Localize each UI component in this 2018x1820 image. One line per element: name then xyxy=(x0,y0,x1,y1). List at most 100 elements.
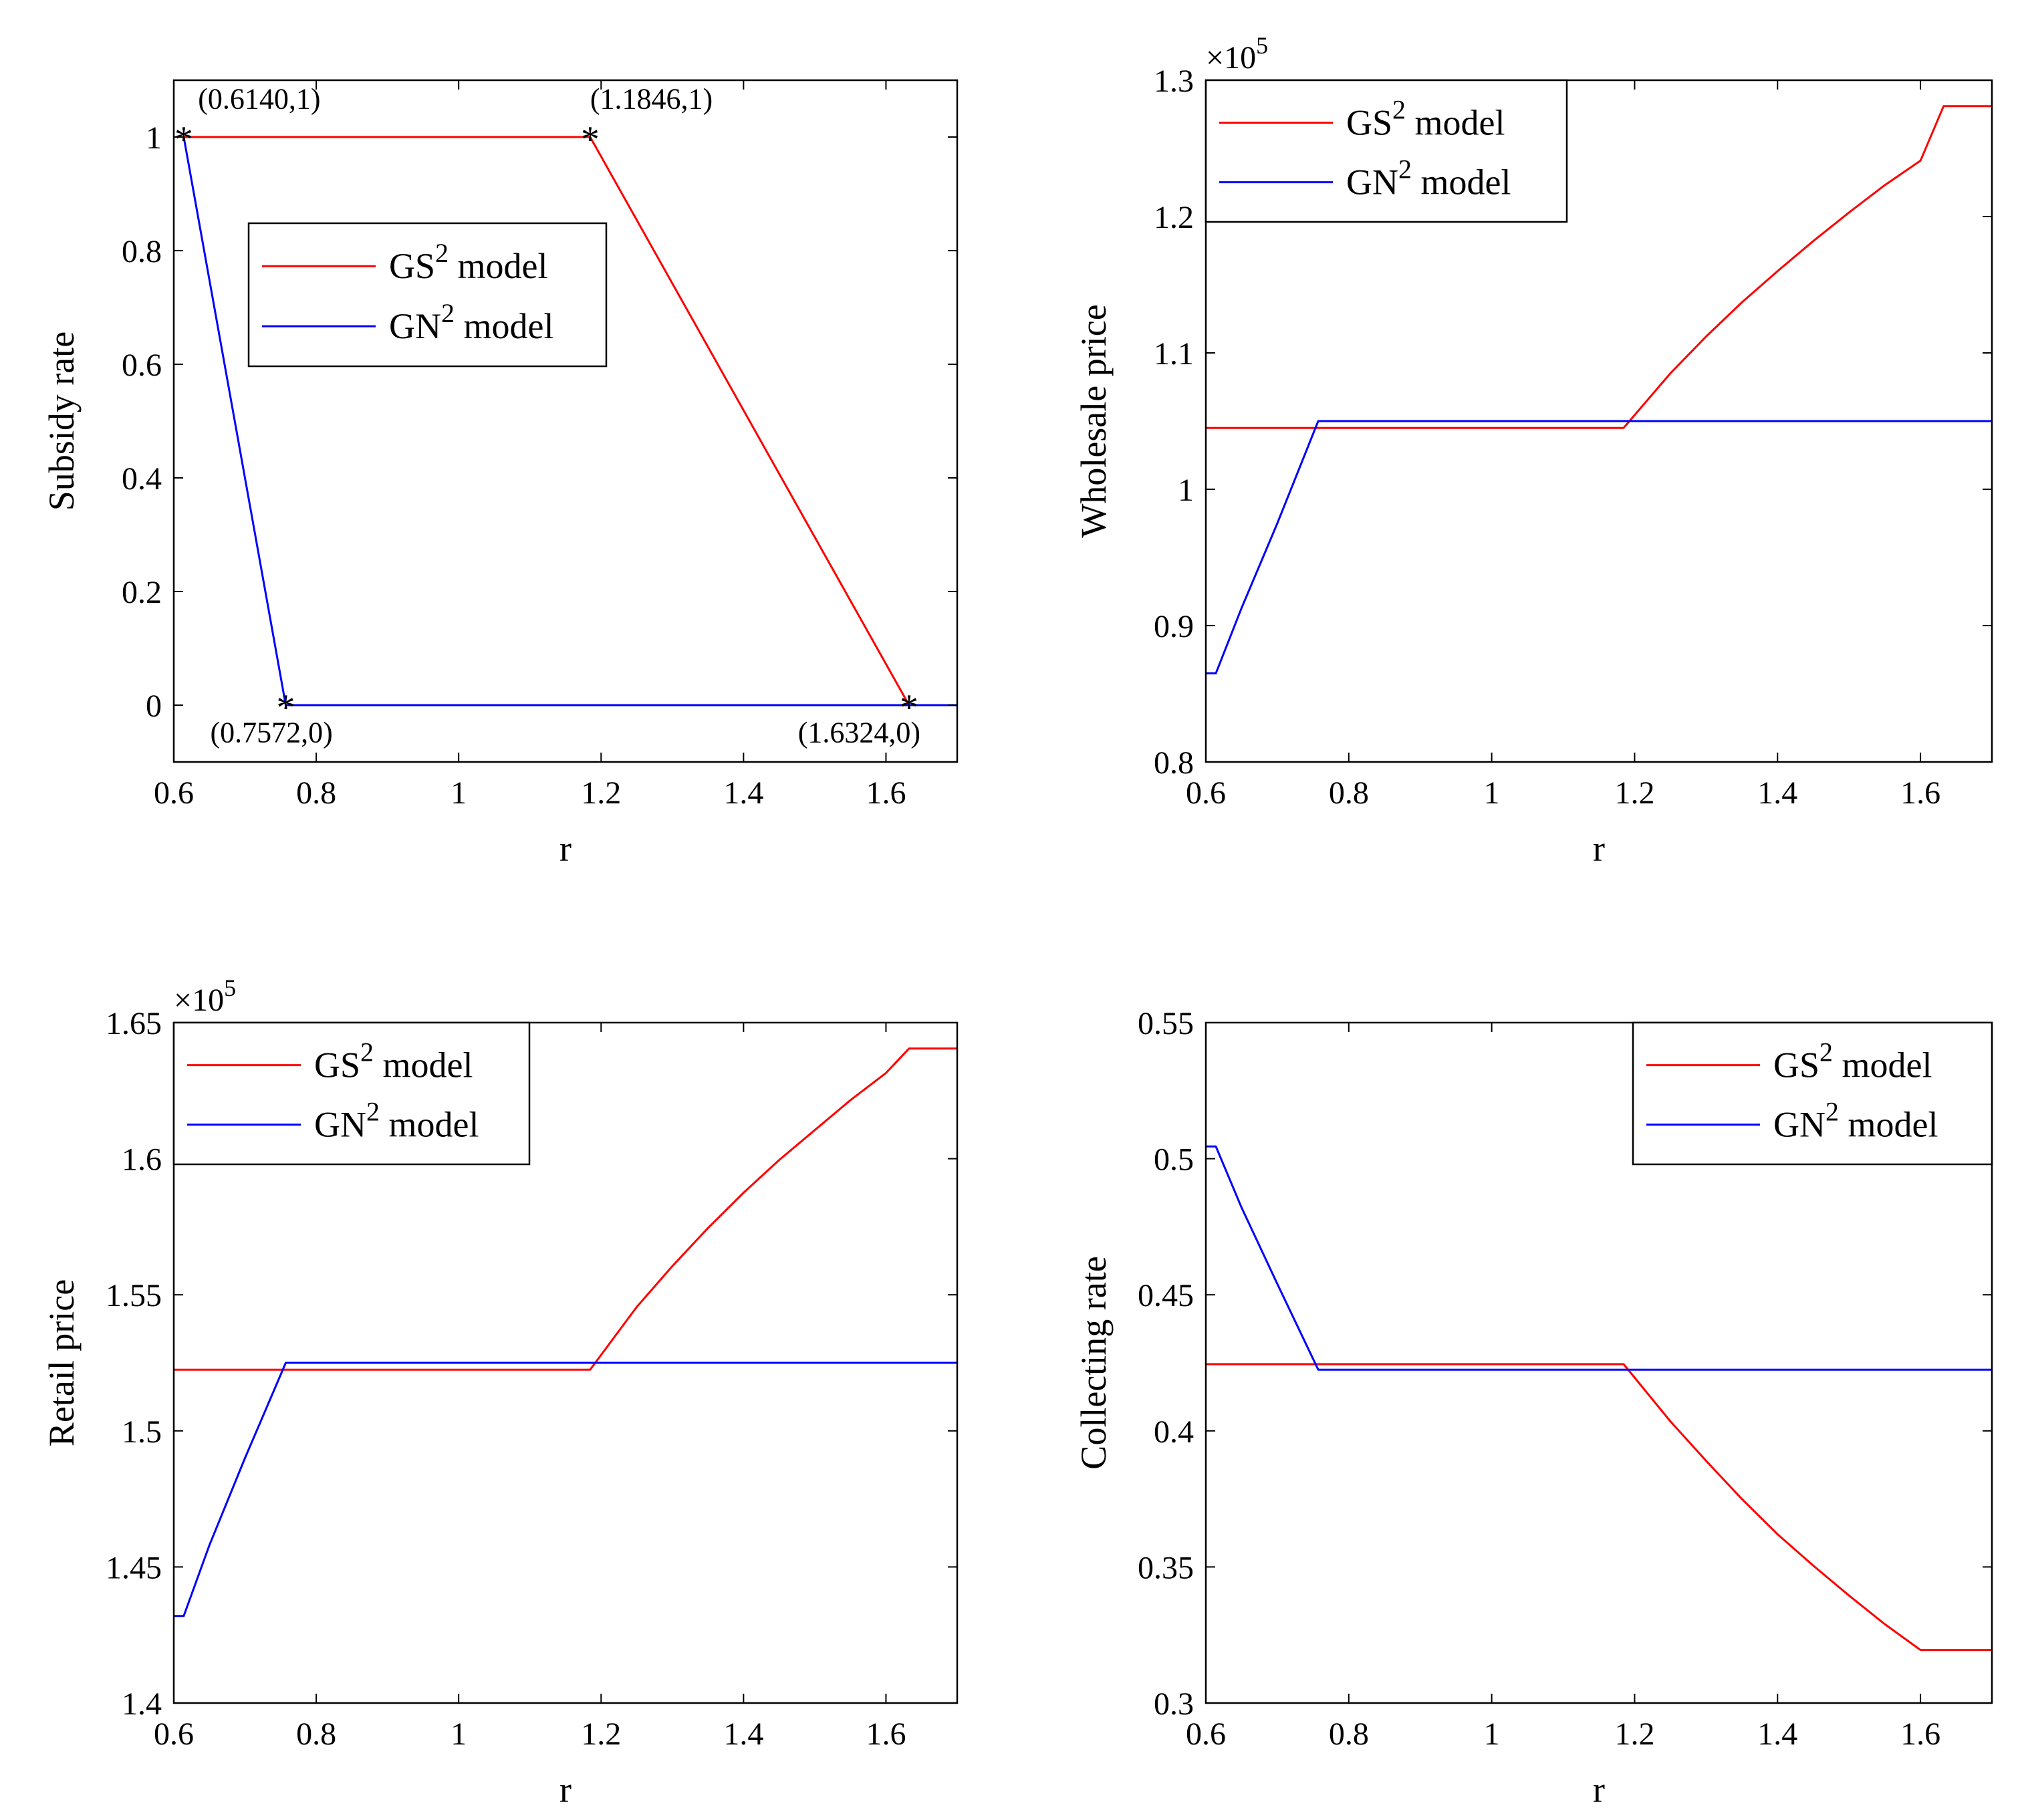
x-tick-label: 1.2 xyxy=(581,775,621,811)
legend-box xyxy=(1205,79,1568,223)
point-annotation: (1.1846,1) xyxy=(590,83,713,116)
legend-label-sup: 2 xyxy=(1819,1037,1833,1067)
axes-box xyxy=(1205,1021,1993,1704)
x-tick-label: 1.4 xyxy=(723,1716,763,1752)
axis-multiplier-exponent: 5 xyxy=(1256,32,1268,59)
legend-label-base: GS xyxy=(1346,103,1392,143)
x-tick-label: 0.6 xyxy=(154,775,194,811)
x-tick-label: 1.6 xyxy=(866,775,906,811)
y-axis-label: Collecting rate xyxy=(1074,1256,1114,1469)
legend-label-gn2: GN2 model xyxy=(389,298,553,346)
legend-label-sup: 2 xyxy=(435,238,449,268)
legend-label-gs2: GS2 model xyxy=(389,238,548,286)
legend-label-rest: model xyxy=(455,306,553,346)
x-axis-label: r xyxy=(1593,829,1605,869)
wholesale-price-chart: 0.6 0.8 1 1.2 1.4 1.60.80.911.11.21.3rWholesa… xyxy=(1074,32,1993,869)
legend-box xyxy=(247,222,608,368)
collecting-rate-chart: 0.6 0.8 1 1.2 1.4 1.6 0.3 0.35 0.4 0.45 0.5 0.55 r Co… xyxy=(1074,1006,1993,1810)
x-axis-label: r xyxy=(559,829,572,869)
legend-label-base: GN xyxy=(314,1105,366,1145)
plot-area xyxy=(174,80,957,762)
legend-label-sup: 2 xyxy=(441,298,455,328)
y-tick-label: 1.2 xyxy=(1154,200,1194,235)
subsidy-rate-chart: *(0.6140,1)*(1.1846,1)*(0.7572,0)*(1.632… xyxy=(41,79,959,869)
legend-label-sup: 2 xyxy=(366,1097,380,1127)
y-tick-label: 1.3 xyxy=(1154,63,1194,99)
legend-label-rest: model xyxy=(1406,103,1505,143)
y-tick-label: 0.8 xyxy=(1154,745,1194,781)
y-tick-label: 0.6 xyxy=(122,348,162,383)
x-axis-label: r xyxy=(559,1770,572,1810)
legend-label-sup: 2 xyxy=(1392,95,1406,125)
axes-box xyxy=(172,79,959,763)
x-tick-label: 0.6 xyxy=(1186,1716,1226,1752)
y-tick-label: 1.65 xyxy=(106,1006,162,1041)
legend-label-base: GS xyxy=(1773,1045,1819,1085)
point-annotation: (0.6140,1) xyxy=(198,83,320,116)
x-tick-label: 1.2 xyxy=(1614,1716,1654,1752)
legend-label-gn2: GN2 model xyxy=(1346,154,1511,203)
legend-label-base: GN xyxy=(1346,162,1398,203)
legend-label-rest: model xyxy=(374,1045,473,1085)
legend-label-rest: model xyxy=(1412,162,1511,203)
legend-label-gs2: GS2 model xyxy=(1346,95,1505,143)
legend-box xyxy=(1632,1021,1993,1166)
legend-label-sup: 2 xyxy=(1825,1097,1839,1127)
y-tick-label: 1.4 xyxy=(122,1686,162,1722)
x-tick-label: 1.6 xyxy=(866,1716,906,1752)
legend-label-base: GN xyxy=(1773,1105,1825,1145)
legend-box xyxy=(172,1021,531,1166)
y-axis-label: Subsidy rate xyxy=(41,332,82,511)
y-tick-label: 0.3 xyxy=(1154,1686,1194,1722)
x-tick-label: 1 xyxy=(451,775,467,811)
legend-label-rest: model xyxy=(1839,1105,1938,1145)
x-tick-label: 1.6 xyxy=(1900,1716,1940,1752)
x-tick-label: 0.8 xyxy=(296,1716,336,1752)
y-tick-label: 0.45 xyxy=(1138,1278,1194,1313)
legend-label-rest: model xyxy=(380,1105,479,1145)
series-line-gn2 xyxy=(1206,420,1992,674)
y-tick-label: 1.6 xyxy=(122,1142,162,1178)
y-tick-label: 0.4 xyxy=(122,461,162,497)
legend-label-base: GN xyxy=(389,306,441,346)
y-tick-label: 0.8 xyxy=(122,234,162,269)
x-tick-label: 0.8 xyxy=(296,775,336,811)
y-axis-label: Wholesale price xyxy=(1074,304,1114,537)
y-tick-label: 1 xyxy=(1178,473,1194,508)
x-tick-label: 0.8 xyxy=(1329,1716,1369,1752)
legend-label-gn2: GN2 model xyxy=(1773,1097,1938,1145)
axis-multiplier-exponent: 5 xyxy=(224,974,236,1001)
legend-label-base: GS xyxy=(389,246,435,286)
legend-label-gs2: GS2 model xyxy=(1773,1037,1932,1085)
axis-multiplier: ×105 xyxy=(174,974,236,1018)
x-tick-label: 1.2 xyxy=(1614,775,1654,811)
y-tick-label: 0.4 xyxy=(1154,1414,1194,1450)
legend-label-rest: model xyxy=(1833,1045,1932,1085)
axis-multiplier-base: ×10 xyxy=(1206,40,1256,76)
x-tick-label: 0.6 xyxy=(1186,775,1226,811)
y-tick-label: 0 xyxy=(146,688,162,724)
x-tick-label: 0.8 xyxy=(1329,775,1369,811)
x-tick-label: 1 xyxy=(1484,775,1500,811)
y-tick-label: 1.55 xyxy=(106,1278,162,1313)
y-tick-label: 1.5 xyxy=(122,1414,162,1450)
x-tick-label: 1 xyxy=(451,1716,467,1752)
point-annotation: (0.7572,0) xyxy=(211,716,333,749)
x-tick-label: 1.6 xyxy=(1900,775,1940,811)
y-tick-label: 0.35 xyxy=(1138,1550,1194,1585)
marker-star: * xyxy=(276,687,295,729)
marker-star: * xyxy=(581,119,600,160)
legend-label-sup: 2 xyxy=(360,1037,374,1067)
x-tick-label: 1.2 xyxy=(581,1716,621,1752)
series-line-gn2 xyxy=(1206,1145,1992,1371)
legend-label-base: GS xyxy=(314,1045,360,1085)
x-tick-label: 1.4 xyxy=(723,775,763,811)
x-axis-label: r xyxy=(1593,1770,1605,1810)
point-annotation: (1.6324,0) xyxy=(798,716,920,749)
marker-star: * xyxy=(174,119,193,160)
series-line-gs2 xyxy=(1206,1363,1992,1652)
